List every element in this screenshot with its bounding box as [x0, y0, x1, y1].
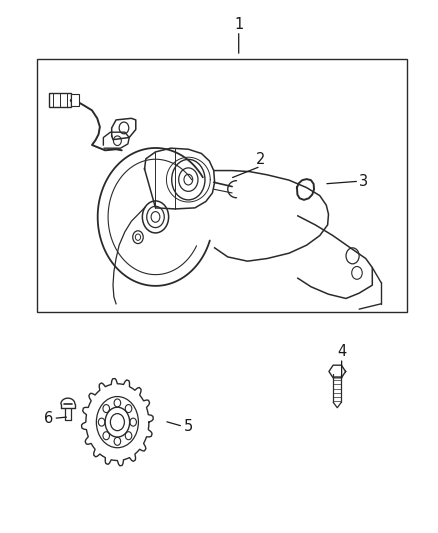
Text: 3: 3: [359, 174, 368, 189]
Bar: [37, 59, 407, 312]
Text: 2: 2: [256, 152, 265, 167]
Text: 4: 4: [337, 344, 346, 359]
Bar: [49, 93, 71, 107]
Text: 5: 5: [184, 419, 193, 434]
Text: 6: 6: [43, 411, 53, 426]
Bar: [71, 94, 79, 106]
Text: 1: 1: [234, 17, 244, 32]
